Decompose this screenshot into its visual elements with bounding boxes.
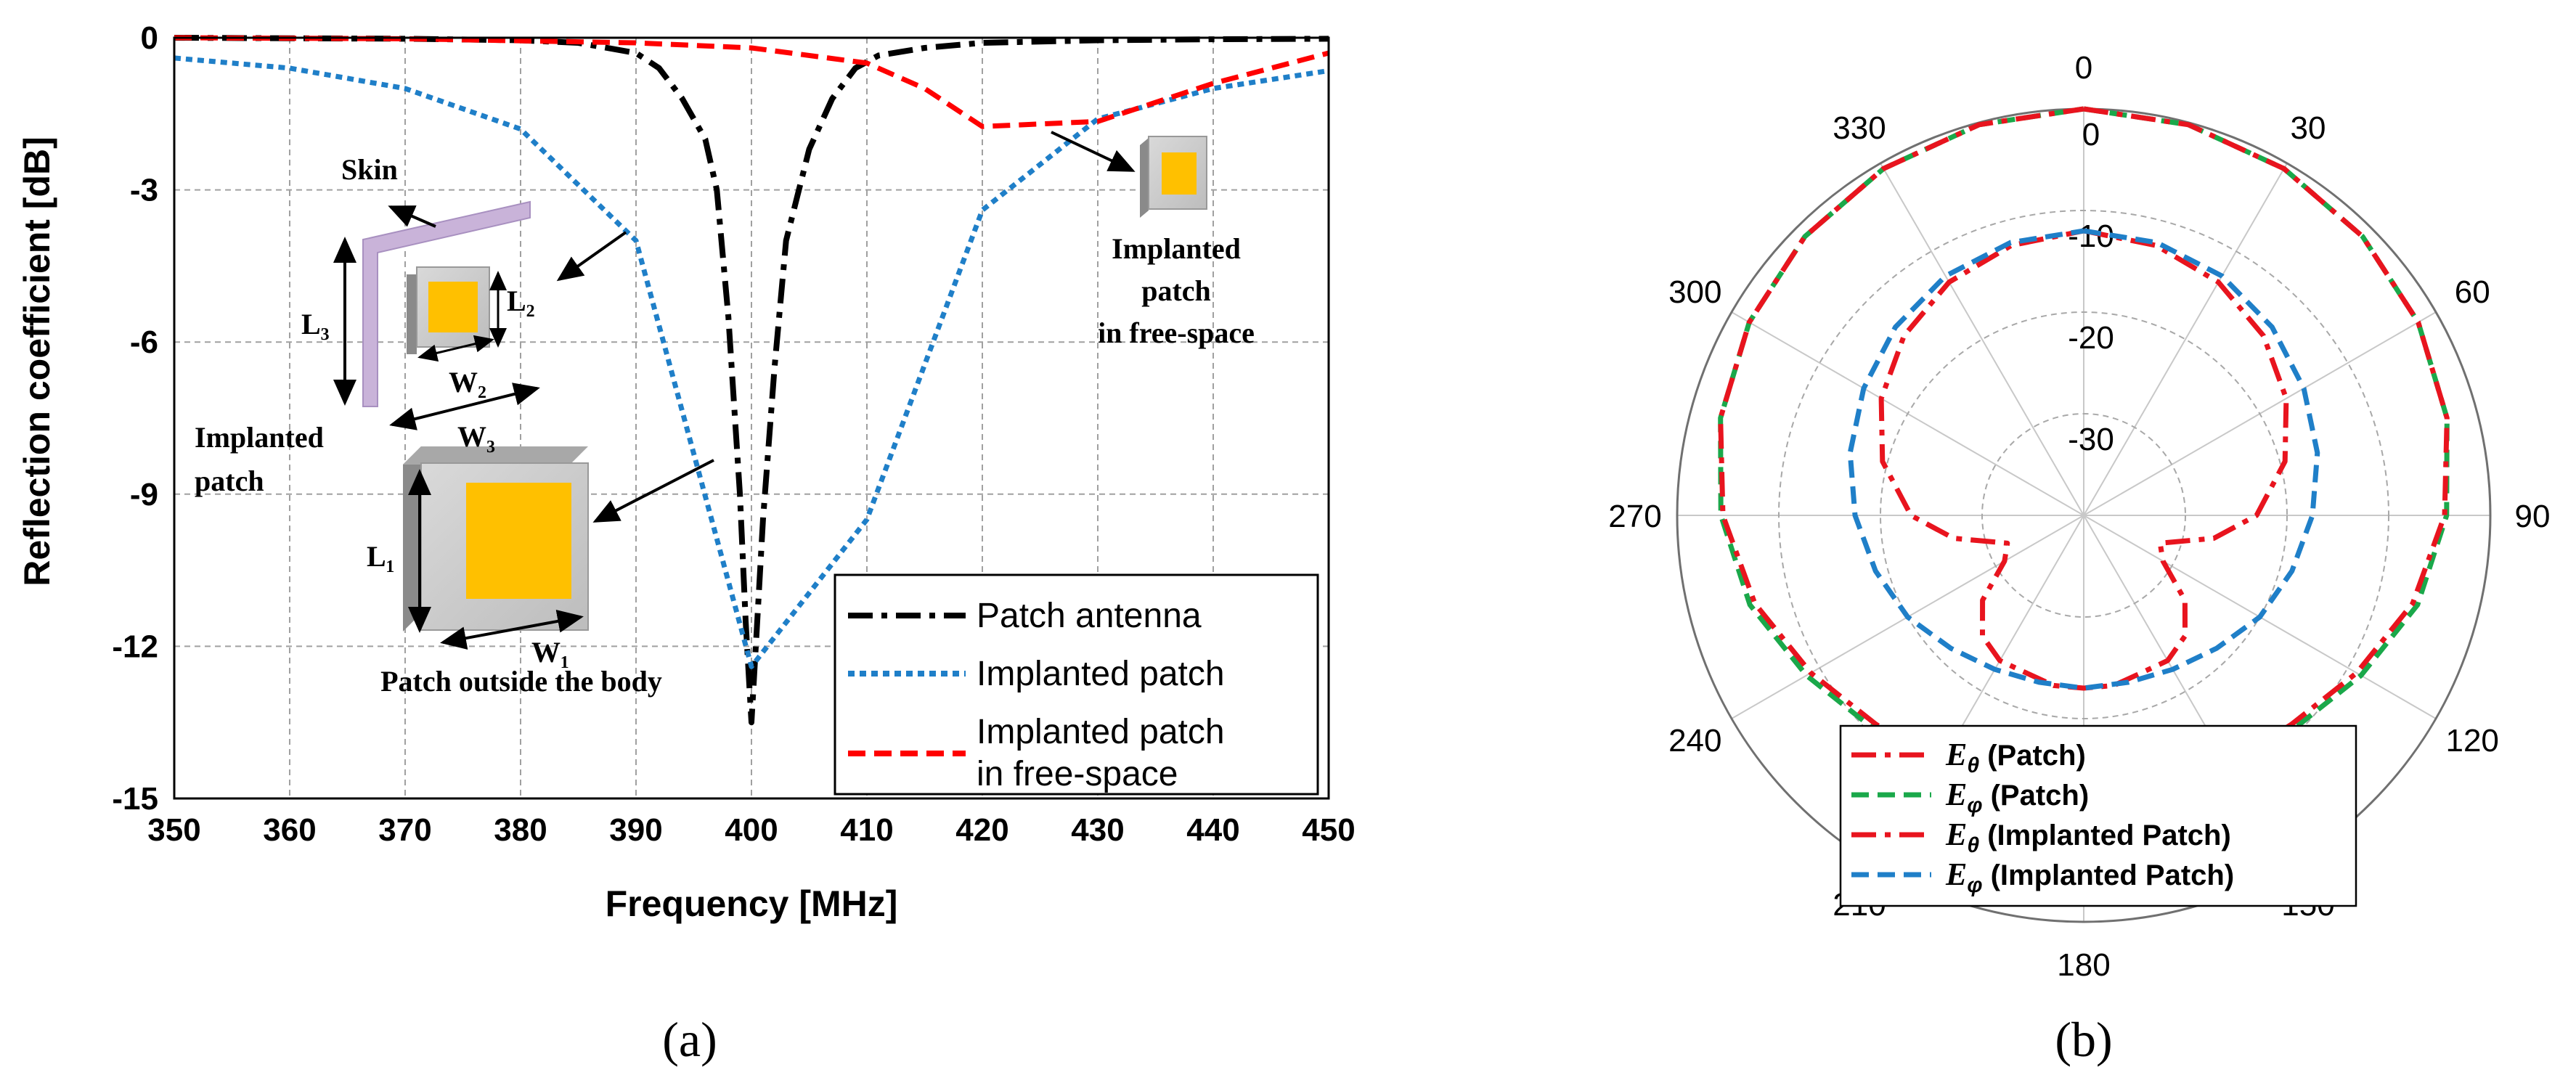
outside-patch-metal — [466, 483, 571, 599]
angle-tick-label: 90 — [2515, 499, 2551, 534]
radial-tick-label: 0 — [2082, 117, 2100, 152]
x-tick-label: 410 — [840, 812, 893, 848]
radial-tick-label: -20 — [2068, 320, 2114, 356]
w2-dimension-arrow — [417, 335, 494, 362]
angle-tick-label: 330 — [1833, 110, 1886, 146]
y-tick-label: -6 — [130, 324, 158, 360]
x-tick-label: 400 — [725, 812, 778, 848]
angle-tick-label: 0 — [2075, 50, 2092, 86]
x-axis-label: Frequency [MHz] — [606, 883, 898, 924]
legend-label: Implanted patch — [977, 713, 1225, 751]
legend-label: Eθ (Implanted Patch) — [1945, 817, 2231, 857]
w1-label: W₁ — [531, 636, 569, 669]
legend-box — [833, 573, 1319, 796]
legend-label: in free-space — [977, 755, 1178, 793]
l2-label: L₂ — [507, 285, 535, 317]
w3-label: W₃ — [457, 420, 495, 453]
free-space-label-line1: Implanted — [1112, 232, 1241, 265]
w1-dimension-arrow — [440, 610, 584, 650]
free-space-pointer-arrow — [1051, 131, 1136, 172]
x-tick-label: 430 — [1071, 812, 1124, 848]
skin-pointer-arrow — [388, 205, 436, 228]
legend-box — [1839, 724, 2357, 907]
series-line-3 — [174, 35, 1329, 129]
l1-label: L₁ — [367, 540, 395, 573]
legend-label: Eθ (Patch) — [1945, 737, 2086, 777]
implanted-patch-metal — [428, 282, 478, 332]
angle-tick-label: 180 — [2057, 947, 2110, 983]
legend-items: Eθ (Patch)Eφ (Patch)Eθ (Implanted Patch)… — [1851, 737, 2234, 897]
series-group — [174, 35, 1329, 726]
inset-illustrations: Skin Implanted patch Implanted patch in … — [195, 131, 1255, 698]
implanted-patch-label-line2: patch — [195, 465, 264, 497]
polar-series-line-3 — [1878, 228, 2289, 691]
legend-label: Eφ (Implanted Patch) — [1945, 857, 2234, 897]
skin-layer-shape — [362, 200, 531, 407]
polar-spoke — [2083, 163, 2288, 516]
x-tick-label: 440 — [1186, 812, 1239, 848]
series-line-1 — [174, 35, 1329, 726]
x-tick-label: 370 — [378, 812, 431, 848]
polar-series-line-4 — [1847, 228, 2320, 691]
angle-tick-label: 240 — [1668, 723, 1721, 759]
outside-patch-top — [403, 446, 588, 465]
polar-grid-circle — [1880, 311, 2288, 719]
legend-b: Eθ (Patch)Eφ (Patch)Eθ (Implanted Patch)… — [1839, 724, 2357, 907]
w2-label: W₂ — [449, 366, 486, 399]
x-tick-label: 360 — [263, 812, 316, 848]
y-tick-label: -12 — [112, 629, 158, 664]
x-tick-label: 450 — [1302, 812, 1355, 848]
plot-frame — [173, 36, 1330, 800]
x-tick-label: 380 — [494, 812, 547, 848]
free-space-patch-side — [1140, 138, 1149, 218]
w3-dimension-arrow — [389, 383, 540, 430]
free-space-label-line2: patch — [1141, 274, 1211, 307]
legend-label: Eφ (Patch) — [1945, 777, 2089, 817]
polar-spoke — [1880, 163, 2084, 516]
angle-tick-label: 60 — [2455, 274, 2490, 310]
skin-label: Skin — [341, 153, 398, 186]
free-space-patch-metal — [1162, 152, 1197, 195]
angle-tick-label: 30 — [2291, 110, 2326, 146]
y-tick-label: -3 — [130, 173, 158, 208]
panel-a-reflection-chart: 350 360 370 380 390 400 410 420 430 440 450 0 -3 -6 -9… — [17, 20, 1356, 1067]
implanted-patch-box-side — [407, 274, 417, 354]
y-tick-label: -9 — [130, 477, 158, 512]
polar-grid-circle — [1981, 413, 2186, 618]
angle-tick-label: 300 — [1668, 274, 1721, 310]
outside-pointer-arrow — [592, 459, 714, 523]
free-space-label-line3: in free-space — [1098, 316, 1255, 349]
angle-tick-label: 120 — [2445, 723, 2498, 759]
legend-label: Implanted patch — [977, 655, 1225, 693]
angle-tick-label: 270 — [1608, 499, 1661, 534]
legend-items: Patch antenna Implanted patch Implanted pa… — [848, 597, 1225, 793]
y-tick-label: -15 — [112, 781, 158, 817]
y-axis-label: Reflection coefficient [dB] — [17, 136, 57, 586]
x-tick-label: 390 — [609, 812, 662, 848]
legend-a: Patch antenna Implanted patch Implanted pa… — [833, 573, 1319, 796]
legend-label: Patch antenna — [977, 597, 1202, 635]
implanted-pointer-arrow — [556, 231, 627, 282]
tick-labels: 350 360 370 380 390 400 410 420 430 440 450 0 -3 -6 -9… — [112, 20, 1355, 848]
radial-tick-label: -30 — [2068, 422, 2114, 457]
panel-b-polar-chart: 03060901201501802102402703003300-10-20-3… — [1608, 50, 2550, 1067]
x-tick-label: 350 — [147, 812, 200, 848]
panel-label-b: (b) — [2055, 1012, 2112, 1067]
outside-body-label: Patch outside the body — [380, 665, 662, 698]
implanted-patch-label-line1: Implanted — [195, 421, 324, 454]
panel-label-a: (a) — [662, 1012, 717, 1067]
l3-label: L₃ — [301, 308, 330, 340]
x-tick-label: 420 — [955, 812, 1008, 848]
y-tick-label: 0 — [141, 20, 158, 56]
